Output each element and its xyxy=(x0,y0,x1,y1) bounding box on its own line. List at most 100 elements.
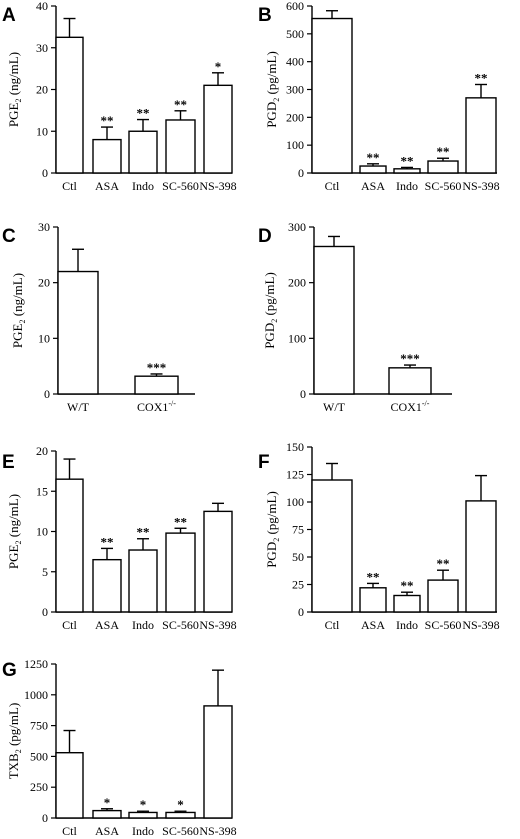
bar-sc-560 xyxy=(165,119,196,174)
panel-label: C xyxy=(2,226,16,247)
significance-label: ** xyxy=(137,106,150,121)
y-tick-label: 15 xyxy=(36,484,48,498)
x-tick-label: SC-560 xyxy=(162,618,199,632)
bar-asa xyxy=(92,138,122,174)
x-tick-label: W/T xyxy=(67,400,90,414)
y-tick-label: 10 xyxy=(38,331,50,345)
x-tick-label: NS-398 xyxy=(462,179,499,193)
bar-ns-398 xyxy=(203,705,233,819)
y-tick-label: 125 xyxy=(286,468,304,482)
bar-asa xyxy=(92,558,122,613)
bar-ns-398 xyxy=(465,500,497,613)
x-tick-label: Indo xyxy=(132,179,154,193)
significance-label: ** xyxy=(367,569,380,584)
y-tick-label: 1000 xyxy=(24,688,48,702)
significance-label: ** xyxy=(437,144,450,159)
significance-label: ** xyxy=(101,534,114,549)
bar-ns-398 xyxy=(203,84,233,174)
y-axis-label: PGD2 (pg/mL) xyxy=(264,51,281,128)
panel-b: B 0 100 200 300 400 500 600 PGD2 (pg/mL) Ctl ** ASA… xyxy=(258,0,500,193)
x-tick-label: Indo xyxy=(132,824,154,838)
panel-label: B xyxy=(258,5,272,26)
y-tick-label: 200 xyxy=(286,110,304,124)
significance-label: ** xyxy=(367,150,380,165)
bar-asa xyxy=(359,587,387,613)
y-tick-label: 0 xyxy=(300,387,306,401)
y-tick-label: 75 xyxy=(292,523,304,537)
x-tick-label: SC-560 xyxy=(162,824,199,838)
x-tick-label: NS-398 xyxy=(199,179,236,193)
y-tick-label: 20 xyxy=(36,83,48,97)
panel-f: F 0 25 50 75 100 125 150 PGD2 (pg/mL) Ctl ** ASA ** I… xyxy=(258,440,500,632)
y-axis-label: PGD2 (pg/mL) xyxy=(264,491,281,568)
bar-cox1 xyxy=(388,367,432,395)
bar-indo xyxy=(393,594,421,613)
significance-label: ** xyxy=(174,97,187,112)
y-axis-label: PGE2 (ng/mL) xyxy=(6,52,23,127)
y-tick-label: 500 xyxy=(286,27,304,41)
panel-d: D 0 100 200 300 PGD2 (pg/mL) W/T *** COX1-/- xyxy=(258,220,452,414)
y-tick-label: 10 xyxy=(36,124,48,138)
significance-label: ** xyxy=(475,70,488,85)
bar-indo xyxy=(128,811,158,819)
bar-sc-560 xyxy=(165,532,196,613)
y-tick-label: 100 xyxy=(286,495,304,509)
y-tick-label: 0 xyxy=(298,166,304,180)
significance-label: * xyxy=(215,59,222,74)
y-tick-label: 100 xyxy=(288,331,306,345)
y-axis-label: PGE2 (ng/mL) xyxy=(6,494,23,569)
panel-label: A xyxy=(2,5,16,26)
x-tick-label: NS-398 xyxy=(462,618,499,632)
y-tick-label: 50 xyxy=(292,550,304,564)
panel-c: C 0 10 20 30 PGE2 (ng/mL) W/T *** COX1-/- xyxy=(2,220,195,414)
bar-w-t xyxy=(57,270,99,395)
y-tick-label: 30 xyxy=(36,41,48,55)
y-axis-label: PGE2 (ng/mL) xyxy=(10,273,27,348)
x-tick-label: NS-398 xyxy=(199,618,236,632)
y-tick-label: 150 xyxy=(286,440,304,454)
significance-label: * xyxy=(177,797,184,812)
y-tick-label: 0 xyxy=(42,166,48,180)
significance-label: ** xyxy=(174,514,187,529)
panel-label: F xyxy=(258,452,270,473)
y-tick-label: 100 xyxy=(286,138,304,152)
significance-label: ** xyxy=(437,556,450,571)
panel-a: A 0 10 20 30 40 PGE2 (ng/mL) Ctl ** ASA ** Indo ** SC… xyxy=(2,0,237,193)
y-axis-label: TXB2 (pg/mL) xyxy=(6,703,23,780)
y-tick-label: 250 xyxy=(30,780,48,794)
bar-sc-560 xyxy=(427,579,459,613)
x-tick-label: ASA xyxy=(95,824,119,838)
x-tick-label: Indo xyxy=(396,179,418,193)
x-tick-label: ASA xyxy=(361,618,385,632)
significance-label: ** xyxy=(137,525,150,540)
bar-indo xyxy=(393,168,421,174)
bar-sc-560 xyxy=(165,811,196,819)
x-tick-label: COX1-/- xyxy=(137,399,176,414)
y-tick-label: 600 xyxy=(286,0,304,13)
bar-ctl xyxy=(55,36,84,174)
bar-ctl xyxy=(311,479,353,613)
bar-ns-398 xyxy=(203,510,233,613)
bar-asa xyxy=(359,165,387,174)
x-tick-label: NS-398 xyxy=(199,824,236,838)
y-tick-label: 500 xyxy=(30,749,48,763)
x-tick-label: SC-560 xyxy=(425,179,462,193)
bar-ns-398 xyxy=(465,97,497,174)
y-tick-label: 0 xyxy=(44,387,50,401)
x-tick-label: Ctl xyxy=(62,618,77,632)
significance-label: ** xyxy=(401,153,414,168)
x-tick-label: W/T xyxy=(323,400,346,414)
y-tick-label: 300 xyxy=(286,83,304,97)
y-tick-label: 750 xyxy=(30,719,48,733)
bar-ctl xyxy=(55,478,84,613)
bar-ctl xyxy=(55,752,84,819)
significance-label: * xyxy=(104,795,111,810)
x-tick-label: ASA xyxy=(95,179,119,193)
y-tick-label: 1250 xyxy=(24,657,48,671)
y-tick-label: 0 xyxy=(298,605,304,619)
x-tick-label: ASA xyxy=(361,179,385,193)
y-tick-label: 30 xyxy=(38,220,50,234)
bar-ctl xyxy=(311,17,353,174)
bar-w-t xyxy=(313,245,355,395)
